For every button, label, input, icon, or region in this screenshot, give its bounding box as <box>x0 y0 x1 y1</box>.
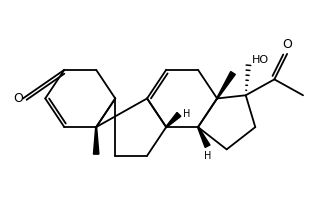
Text: HO: HO <box>252 55 269 65</box>
Text: H: H <box>204 151 211 161</box>
Polygon shape <box>217 71 235 99</box>
Polygon shape <box>198 127 210 147</box>
Text: O: O <box>13 92 23 105</box>
Polygon shape <box>94 127 99 154</box>
Text: O: O <box>282 38 292 51</box>
Text: H: H <box>183 109 190 119</box>
Polygon shape <box>166 113 181 127</box>
